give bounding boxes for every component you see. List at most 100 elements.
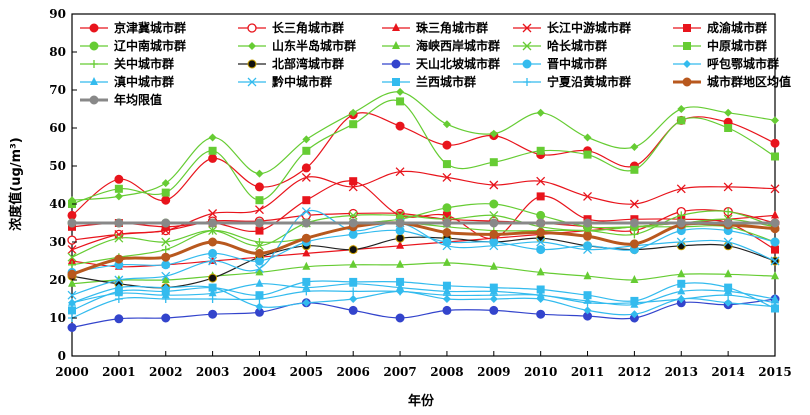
legend-label: 长三角城市群 — [272, 20, 344, 35]
data-point — [723, 218, 733, 228]
data-point — [255, 264, 264, 274]
y-tick-label: 80 — [49, 45, 66, 59]
data-point — [255, 226, 264, 235]
legend-label: 年均限值 — [114, 92, 162, 107]
series-line — [71, 298, 776, 329]
data-point — [629, 199, 639, 209]
legend-label: 成渝城市群 — [707, 20, 767, 35]
legend-item: 关中城市群 — [80, 56, 174, 71]
data-point — [536, 309, 546, 319]
data-point — [770, 256, 780, 266]
data-point — [677, 105, 686, 113]
legend-item: 山东半岛城市群 — [238, 38, 356, 53]
data-point — [161, 260, 171, 270]
data-point — [442, 257, 451, 266]
y-tick-label: 40 — [49, 197, 66, 211]
y-tick-label: 20 — [49, 273, 66, 287]
data-point — [255, 278, 264, 287]
data-point — [395, 210, 405, 220]
data-point — [348, 229, 358, 239]
axes-layer: 0 10 20 30 40 50 60 70 80 90 2000 2001 2002 2003 2004 2… — [49, 7, 791, 379]
x-tick-label: 2005 — [290, 365, 323, 379]
data-point — [770, 218, 780, 228]
legend-swatch-marker — [522, 41, 532, 51]
data-point — [395, 313, 405, 323]
data-point — [161, 237, 171, 247]
series-line — [71, 91, 776, 201]
data-point — [536, 245, 546, 255]
data-point — [536, 291, 545, 300]
data-point — [723, 237, 733, 247]
data-point — [771, 304, 779, 313]
data-point — [724, 298, 733, 307]
series-line — [71, 99, 776, 205]
data-point — [771, 116, 779, 125]
data-point — [349, 120, 358, 129]
data-point — [161, 218, 171, 228]
series-18 — [68, 287, 779, 322]
data-point — [255, 169, 264, 178]
x-tick-label: 2001 — [102, 365, 135, 379]
legend-swatch-marker — [523, 78, 531, 86]
data-point — [536, 228, 546, 237]
data-point — [629, 239, 639, 249]
data-point — [395, 167, 405, 177]
data-point — [489, 237, 499, 247]
legend-label: 滇中城市群 — [114, 74, 174, 89]
y-tick-label: 0 — [58, 349, 66, 363]
data-point — [536, 108, 545, 117]
legend-swatch-marker — [682, 77, 692, 87]
data-point — [677, 295, 686, 303]
data-point — [208, 218, 218, 228]
data-point — [771, 298, 779, 307]
series-line — [71, 283, 776, 306]
x-axis-title: 年份 — [408, 393, 435, 409]
legend-swatch-marker — [247, 77, 257, 87]
y-tick-label: 70 — [49, 83, 66, 97]
data-point — [536, 176, 546, 186]
data-point — [68, 278, 76, 287]
data-point — [442, 203, 452, 213]
data-point — [536, 285, 545, 294]
data-point — [489, 229, 499, 239]
legend-item: 京津冀城市群 — [80, 20, 186, 35]
data-point — [68, 260, 76, 269]
series-line — [71, 280, 776, 311]
data-point — [208, 133, 217, 142]
data-point — [536, 267, 545, 276]
data-point — [255, 295, 264, 303]
data-point — [677, 279, 686, 288]
x-tick-label: 2009 — [477, 365, 510, 379]
legend-item: 城市群地区均值 — [673, 74, 791, 89]
series-line — [71, 228, 776, 273]
x-tick-label: 2008 — [430, 365, 463, 379]
data-point — [536, 192, 545, 201]
data-point — [208, 283, 217, 292]
data-point — [395, 121, 405, 131]
data-point — [161, 179, 170, 188]
data-point — [208, 153, 218, 163]
data-point — [536, 210, 546, 220]
data-point — [349, 287, 358, 296]
data-point — [208, 226, 217, 235]
data-point — [67, 269, 77, 279]
data-point — [583, 298, 592, 307]
legend-swatch-marker — [522, 59, 532, 69]
legend-label: 珠三角城市群 — [416, 20, 488, 35]
data-point — [442, 241, 452, 251]
y-tick-label: 90 — [49, 7, 66, 21]
legend-label: 北部湾城市群 — [272, 56, 344, 71]
data-point — [630, 165, 639, 174]
data-point — [161, 275, 170, 283]
data-point — [114, 275, 124, 285]
series-line — [71, 285, 776, 316]
data-point — [349, 259, 358, 268]
data-point — [770, 138, 780, 148]
data-point — [489, 129, 498, 138]
data-point — [583, 271, 592, 280]
data-point — [676, 184, 686, 194]
legend-swatch-marker — [391, 59, 401, 69]
data-point — [67, 235, 77, 245]
data-point — [630, 298, 639, 307]
data-point — [114, 229, 124, 239]
